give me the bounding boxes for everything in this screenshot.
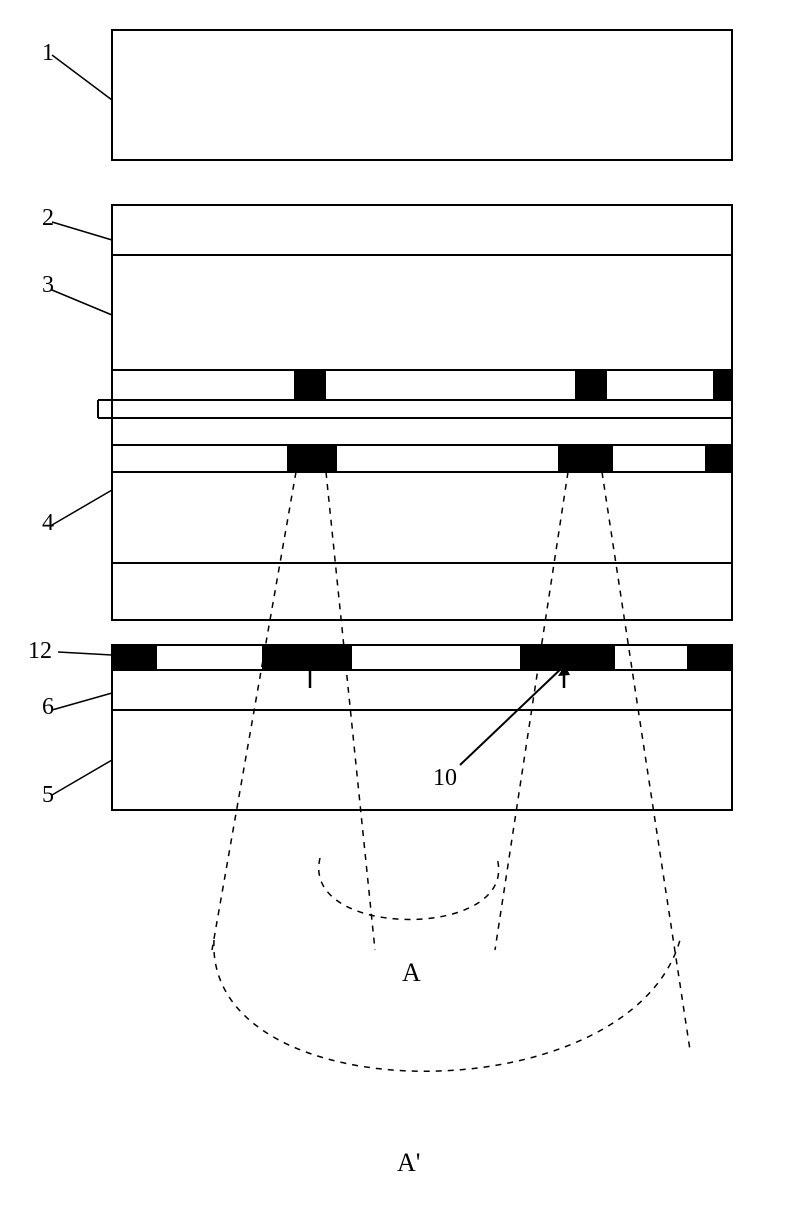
label-4: 4 xyxy=(42,510,54,537)
black-rect-r3-1 xyxy=(112,645,157,670)
label-1: 1 xyxy=(42,40,54,67)
black-rect-r1-1 xyxy=(294,370,326,400)
leader-6 xyxy=(52,693,112,710)
black-rect-r2-3 xyxy=(705,445,732,472)
label-3: 3 xyxy=(42,272,54,299)
black-rect-r3-4 xyxy=(687,645,732,670)
label-5: 5 xyxy=(42,782,54,809)
black-rect-r3-3 xyxy=(520,645,615,670)
layer-box-2 xyxy=(112,205,732,620)
leader-1 xyxy=(52,55,112,100)
label-10: 10 xyxy=(433,765,457,792)
label-Aprime: A' xyxy=(397,1148,420,1178)
leader-4 xyxy=(52,490,112,525)
label-6: 6 xyxy=(42,694,54,721)
label-2: 2 xyxy=(42,205,54,232)
diagram-svg xyxy=(0,0,800,1203)
diagram-container: 1 2 3 4 12 6 5 10 A A' xyxy=(0,0,800,1203)
dash-arc-outer xyxy=(214,940,680,1071)
black-rect-r1-2 xyxy=(575,370,607,400)
leader-10 xyxy=(460,665,565,765)
label-12: 12 xyxy=(28,638,52,665)
black-rect-r3-2 xyxy=(262,645,352,670)
dash-line-4 xyxy=(602,472,690,1050)
leader-3 xyxy=(52,290,112,315)
black-rect-r2-1 xyxy=(287,445,337,472)
layer-box-1 xyxy=(112,30,732,160)
black-rect-r2-2 xyxy=(558,445,613,472)
leader-5 xyxy=(52,760,112,795)
leader-2 xyxy=(52,222,112,240)
black-rect-r1-3 xyxy=(713,370,732,400)
label-A: A xyxy=(402,958,421,988)
dash-arc-inner xyxy=(319,858,499,920)
leader-12 xyxy=(58,652,112,655)
